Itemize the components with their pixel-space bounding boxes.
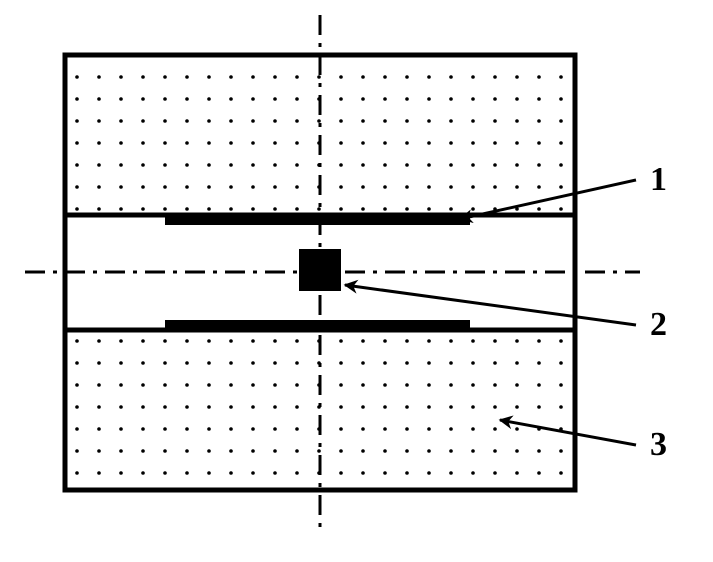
bottom-plate [165, 320, 470, 330]
label-3: 3 [650, 426, 667, 463]
label-1: 1 [650, 161, 667, 198]
label-2: 2 [650, 306, 667, 343]
top-plate [165, 215, 470, 225]
technical-diagram: 1 2 3 [0, 0, 713, 562]
